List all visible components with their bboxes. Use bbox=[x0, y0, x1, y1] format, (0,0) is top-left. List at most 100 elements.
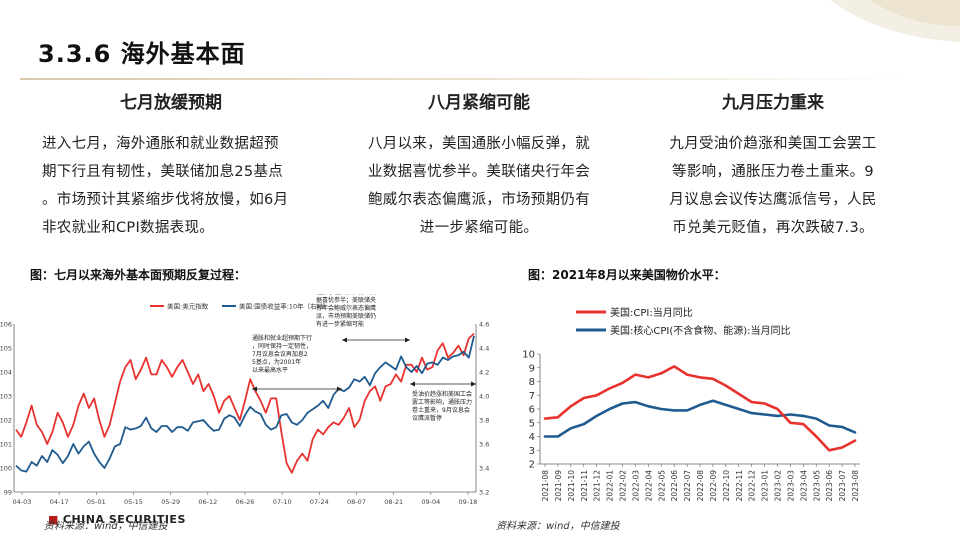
x-tick-label: 09-18 bbox=[459, 498, 478, 506]
legend-label: 美国:CPI:当月同比 bbox=[610, 306, 693, 319]
y-tick-label: 2 bbox=[529, 460, 535, 471]
column-line: 非农就业和CPI数据表现。 bbox=[42, 220, 215, 236]
china-securities-logo: ■ CHINA SECURITIES bbox=[48, 513, 186, 526]
annotation-text-august: 通胀小幅反弹，就业数据喜忧参半；美联储央行年会鲍威尔表态偏鹰派，市场预期美联储仍… bbox=[316, 294, 376, 328]
annotation-text-july: 通胀和就业超预期下行，同时保持一定韧性， 7月议息会议再加息2 5基点，为2001年… bbox=[252, 334, 312, 374]
x-tick-label: 2021-08 bbox=[541, 470, 550, 502]
column-line: 期下行且有韧性，美联储加息25基点 bbox=[42, 164, 284, 180]
legend-label: 美国:核心CPI(不含食物、能源):当月同比 bbox=[610, 324, 791, 337]
figure-1-source: 资料来源：wind，中信建投 bbox=[44, 521, 168, 532]
x-tick-label: 2023-04 bbox=[799, 470, 808, 502]
annotation-arrow-september-head-right bbox=[471, 381, 476, 387]
y-tick-label: 9 bbox=[529, 363, 535, 374]
y-tick-label: 7 bbox=[529, 391, 535, 402]
column-line: 币兑美元贬值，再次跌破7.3。 bbox=[672, 220, 874, 236]
column-line: 月议息会议传达鹰派信号，人民 bbox=[669, 192, 877, 208]
x-tick-label: 2022-12 bbox=[748, 470, 757, 502]
y-tick-label: 6 bbox=[529, 405, 535, 416]
x-tick-label: 2022-06 bbox=[670, 470, 679, 502]
x-tick-label: 09-04 bbox=[421, 498, 440, 506]
column-line: 八月以来，美国通胀小幅反弹，就 bbox=[368, 136, 590, 152]
column-heading: 九月压力重来 bbox=[722, 93, 824, 113]
x-tick-label: 2023-07 bbox=[838, 470, 847, 502]
x-tick-label: 2023-03 bbox=[786, 470, 795, 502]
logo-text: CHINA SECURITIES bbox=[62, 513, 186, 526]
y-tick-label: 8 bbox=[529, 377, 535, 388]
logo-mark-icon: ■ bbox=[48, 513, 59, 526]
x-tick-label: 06-12 bbox=[198, 498, 217, 506]
x-tick-label: 06-26 bbox=[236, 498, 255, 506]
x-tick-label: 2021-12 bbox=[593, 470, 602, 502]
y-left-tick-label: 103 bbox=[0, 393, 12, 401]
title-divider bbox=[20, 78, 908, 80]
legend-label: 美国:美元指数 bbox=[167, 302, 209, 311]
y-left-tick-label: 102 bbox=[0, 417, 12, 425]
series-usd-index-line bbox=[15, 332, 475, 474]
column-line: 等影响，通胀压力卷土重来。9 bbox=[672, 164, 874, 180]
y-right-tick-label: 3.4 bbox=[479, 465, 489, 473]
column-july: 七月放缓预期 进入七月，海外通胀和就业数据超预 期下行且有韧性，美联储加息25基… bbox=[26, 90, 316, 242]
y-left-tick-label: 101 bbox=[0, 441, 12, 449]
y-left-tick-label: 106 bbox=[0, 321, 12, 329]
x-tick-label: 08-21 bbox=[384, 498, 403, 506]
column-line: 进入七月，海外通胀和就业数据超预 bbox=[42, 136, 279, 152]
x-tick-label: 2022-07 bbox=[683, 470, 692, 502]
chart-usd-index-treasury: 99 100 101 102 103 104 105 106 3.2 3.4 3.6 3.8 4.0 4.… bbox=[0, 294, 489, 506]
annotation-arrow-august-head-right bbox=[405, 337, 410, 343]
series-core-cpi-line bbox=[543, 399, 857, 438]
series-treasury-10y-line bbox=[15, 335, 475, 473]
column-line: 进一步紧缩可能。 bbox=[419, 220, 539, 236]
y-tick-label: 10 bbox=[522, 350, 535, 361]
x-tick-label: 2022-03 bbox=[631, 470, 640, 502]
annotation-arrow-september-head-left bbox=[410, 381, 415, 387]
column-heading: 七月放缓预期 bbox=[120, 93, 222, 113]
x-tick-label: 2022-04 bbox=[644, 470, 653, 502]
x-tick-label: 2022-10 bbox=[722, 470, 731, 502]
x-tick-label: 2022-08 bbox=[696, 470, 705, 502]
annotation-arrow-july-head-right bbox=[337, 386, 342, 392]
x-tick-label: 04-03 bbox=[13, 498, 32, 506]
x-tick-label: 2022-05 bbox=[657, 470, 666, 502]
x-tick-label: 07-24 bbox=[310, 498, 329, 506]
column-line: 鲍威尔表态偏鹰派，市场预期仍有 bbox=[368, 192, 590, 208]
figure-1-title: 图：七月以来海外基本面预期反复过程： bbox=[30, 268, 247, 282]
chart-us-cpi: 2 3 4 5 6 7 8 9 10 2021-08 2021-09 2021-10 2021-11 20… bbox=[522, 306, 860, 502]
y-right-tick-label: 3.2 bbox=[479, 489, 489, 497]
x-tick-label: 2023-08 bbox=[851, 470, 860, 502]
x-tick-label: 05-01 bbox=[87, 498, 106, 506]
figure-2-title: 图：2021年8月以来美国物价水平： bbox=[528, 268, 726, 282]
y-right-tick-label: 4.2 bbox=[479, 369, 489, 377]
y-right-tick-label: 3.6 bbox=[479, 441, 489, 449]
x-tick-label: 05-29 bbox=[161, 498, 180, 506]
x-tick-label: 2021-10 bbox=[567, 470, 576, 502]
x-tick-label: 2021-09 bbox=[554, 470, 563, 502]
x-tick-label: 2021-11 bbox=[580, 470, 589, 502]
y-left-tick-label: 105 bbox=[0, 345, 12, 353]
x-tick-label: 04-17 bbox=[50, 498, 69, 506]
x-tick-label: 2022-09 bbox=[709, 470, 718, 502]
y-right-tick-label: 4.6 bbox=[479, 321, 489, 329]
y-left-tick-label: 100 bbox=[0, 465, 12, 473]
y-tick-label: 5 bbox=[529, 418, 535, 429]
x-tick-label: 2023-01 bbox=[761, 470, 770, 502]
column-body: 八月以来，美国通胀小幅反弹，就 业数据喜忧参半。美联储央行年会 鲍威尔表态偏鹰派… bbox=[334, 130, 624, 242]
legend-label: 美国:国债收益率:10年（右轴） bbox=[239, 302, 330, 311]
series-cpi-line bbox=[543, 365, 857, 452]
column-line: 业数据喜忧参半。美联储央行年会 bbox=[368, 164, 590, 180]
column-line: 九月受油价趋涨和美国工会罢工 bbox=[669, 136, 877, 152]
x-tick-label: 2022-11 bbox=[735, 470, 744, 502]
annotation-arrow-august-head-left bbox=[342, 337, 347, 343]
x-tick-label: 07-10 bbox=[273, 498, 292, 506]
annotation-text-september: 受油价趋涨和美国工会罢工等影响，通胀压力卷土重来，9月议息会议鹰派暂停 bbox=[412, 390, 472, 422]
x-tick-label: 2023-05 bbox=[812, 470, 821, 502]
y-left-tick-label: 104 bbox=[0, 369, 12, 377]
column-line: 。市场预计其紧缩步伐将放慢，如6月 bbox=[42, 192, 289, 208]
y-right-tick-label: 4.4 bbox=[479, 345, 489, 353]
y-tick-label: 3 bbox=[529, 446, 535, 457]
page-title: 3.3.6 海外基本面 bbox=[38, 40, 246, 68]
column-august: 八月紧缩可能 八月以来，美国通胀小幅反弹，就 业数据喜忧参半。美联储央行年会 鲍… bbox=[334, 90, 624, 242]
x-tick-label: 05-15 bbox=[124, 498, 143, 506]
column-body: 九月受油价趋涨和美国工会罢工 等影响，通胀压力卷土重来。9 月议息会议传达鹰派信… bbox=[628, 130, 918, 242]
corner-decoration bbox=[830, 0, 960, 42]
x-tick-label: 2022-02 bbox=[619, 470, 628, 502]
